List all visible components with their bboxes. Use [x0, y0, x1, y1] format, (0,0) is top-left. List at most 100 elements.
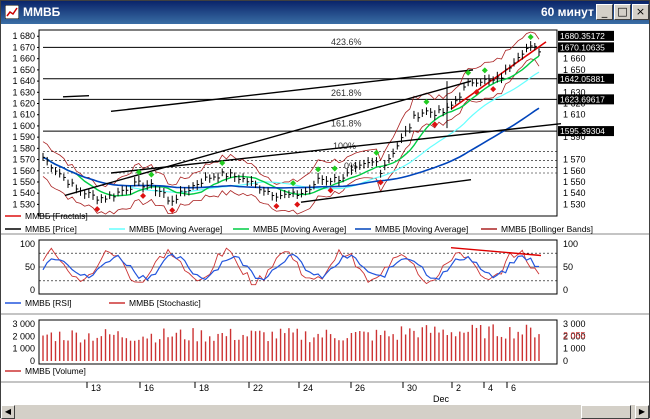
trend-line [450, 41, 547, 110]
osc-y-tick-right: 50 [563, 262, 573, 272]
price-y-tick-right: 1 560 [563, 166, 586, 176]
osc-y-tick-left: 0 [30, 285, 35, 295]
close-button[interactable]: × [632, 4, 649, 20]
fractal-up-marker [135, 169, 142, 176]
osc-y-tick-right: 100 [563, 239, 578, 249]
fib-label: 161.8% [331, 119, 362, 129]
price-y-tick-right: 1 570 [563, 155, 586, 165]
price-y-tick-left: 1 570 [12, 155, 35, 165]
volume-legend-entry: ММВБ [Volume] [25, 366, 86, 376]
price-box [558, 126, 614, 137]
fractal-up-marker [331, 165, 338, 172]
price-legend-entry: ММВБ [Bollinger Bands] [501, 224, 593, 234]
price-y-tick-right: 1 550 [563, 177, 586, 187]
price-box-label: 1623.69617 [560, 94, 605, 104]
fractal-up-marker [290, 180, 297, 187]
time-axis-label: 26 [355, 383, 365, 393]
time-axis-label: 30 [407, 383, 417, 393]
time-axis-label: 22 [253, 383, 263, 393]
price-y-tick-left: 1 680 [12, 31, 35, 41]
bollinger-upper-line [42, 31, 540, 188]
scroll-right-arrow-icon[interactable]: ▶ [635, 405, 649, 419]
fractal-down-marker [473, 89, 480, 96]
fib-label: 100% [333, 141, 356, 151]
time-axis-label: 6 [511, 383, 516, 393]
price-y-tick-left: 1 630 [12, 87, 35, 97]
minimize-button[interactable]: _ [596, 4, 613, 20]
price-legend-entry: ММВБ [Moving Average] [253, 224, 346, 234]
chart-app-icon [5, 5, 19, 19]
price-y-tick-left: 1 530 [12, 199, 35, 209]
horizontal-scrollbar[interactable]: ◀ ▶ [1, 404, 649, 419]
price-y-tick-left: 1 540 [12, 188, 35, 198]
volume-y-tick-left: 1 000 [12, 344, 35, 354]
fractal-up-marker [465, 69, 472, 76]
price-y-tick-left: 1 640 [12, 76, 35, 86]
fractal-up-marker [148, 171, 155, 178]
volume-y-tick-right: 0 [563, 356, 568, 366]
trend-line [110, 122, 562, 174]
price-y-tick-right: 1 630 [563, 87, 586, 97]
time-axis-label: 16 [144, 383, 154, 393]
price-y-tick-left: 1 560 [12, 166, 35, 176]
fractal-down-marker [377, 179, 384, 186]
volume-y-tick-right: 3 000 [563, 319, 586, 329]
trend-line [62, 94, 90, 98]
osc-y-tick-left: 50 [25, 262, 35, 272]
volume-y-tick-left: 3 000 [12, 319, 35, 329]
osc-y-tick-right: 0 [563, 285, 568, 295]
price-legend-entry: ММВБ [Moving Average] [129, 224, 222, 234]
fib-label: 0% [344, 161, 357, 171]
price-y-tick-left: 1 590 [12, 132, 35, 142]
volume-y-tick-left: 2 000 [12, 331, 35, 341]
price-box [558, 94, 614, 105]
price-box [558, 42, 614, 53]
fractal-up-marker [315, 166, 322, 173]
rsi-line [42, 253, 540, 281]
maximize-button[interactable]: □ [614, 4, 631, 20]
trend-line [110, 69, 474, 113]
trend-line [300, 179, 472, 203]
price-box [558, 30, 614, 41]
price-y-tick-left: 1 670 [12, 42, 35, 52]
volume-panel-frame [38, 319, 558, 365]
price-y-tick-right: 1 540 [563, 188, 586, 198]
fractal-up-marker [527, 34, 534, 41]
price-y-tick-right: 1 530 [563, 199, 586, 209]
price-box-label: 1680.35172 [560, 31, 605, 41]
fractal-up-marker [481, 67, 488, 74]
price-y-tick-left: 1 550 [12, 177, 35, 187]
fractal-down-marker [431, 121, 438, 128]
fractal-down-marker [94, 206, 101, 213]
moving-average-slow-line [42, 107, 540, 189]
volume-y-tick-left: 0 [30, 356, 35, 366]
trend-line [64, 80, 472, 197]
time-axis-label: 4 [488, 383, 493, 393]
price-y-tick-left: 1 660 [12, 54, 35, 64]
time-axis-month: Dec [433, 394, 450, 404]
time-axis-label: 18 [199, 383, 209, 393]
period-label: 60 минут [541, 5, 594, 19]
title-bar[interactable]: ММВБ 60 минут _ □ × [1, 1, 649, 24]
osc-legend-entry: ММВБ [RSI] [25, 298, 72, 308]
price-box-label: 1642.05881 [560, 74, 605, 84]
osc-legend-entry: ММВБ [Stochastic] [129, 298, 201, 308]
fib-label: 423.6% [331, 37, 362, 47]
scroll-thumb[interactable] [581, 405, 631, 419]
scroll-left-arrow-icon[interactable]: ◀ [1, 405, 15, 419]
fractal-up-marker [423, 98, 430, 105]
window-title: ММВБ [23, 5, 61, 19]
price-y-tick-left: 1 580 [12, 143, 35, 153]
bollinger-lower-line [42, 58, 540, 215]
volume-y-tick-right: 1 000 [563, 344, 586, 354]
volume-last-value: 2 055 [563, 331, 586, 341]
price-legend-entry: ММВБ [Fractals] [25, 211, 88, 221]
price-box [558, 73, 614, 84]
price-y-tick-left: 1 620 [12, 99, 35, 109]
time-axis-label: 13 [91, 383, 101, 393]
divergence-line [450, 246, 542, 257]
price-y-tick-right: 1 660 [563, 54, 586, 64]
fib-label: 261.8% [331, 88, 362, 98]
